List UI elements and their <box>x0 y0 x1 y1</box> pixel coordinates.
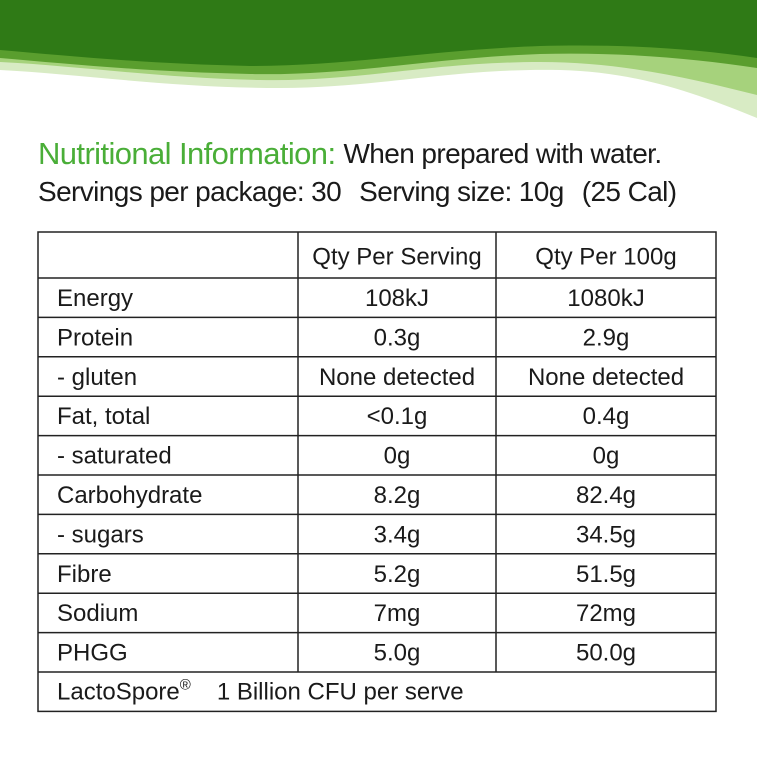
subtitle: When prepared with water. <box>343 138 661 169</box>
cell-value: 3.4g <box>374 521 421 548</box>
cell-value: 8.2g <box>374 482 421 509</box>
column-header: Qty Per 100g <box>535 243 676 270</box>
cell-value: 72mg <box>576 600 636 627</box>
cell-value: 108kJ <box>365 285 429 312</box>
footer-row: LactoSpore® 1 Billion CFU per serve <box>57 677 464 706</box>
row-label: Carbohydrate <box>57 482 202 509</box>
cell-value: 82.4g <box>576 482 636 509</box>
footer-text: 1 Billion CFU per serve <box>217 679 464 706</box>
row-label: Fat, total <box>57 403 150 430</box>
cell-value: <0.1g <box>367 403 428 430</box>
calories: (25 Cal) <box>582 176 677 207</box>
cell-value: 50.0g <box>576 640 636 667</box>
cell-value: 5.2g <box>374 561 421 588</box>
serving-size: Serving size: 10g <box>359 176 564 207</box>
row-label: Energy <box>57 285 133 312</box>
row-label: - gluten <box>57 364 137 391</box>
servings: Servings per package: 30 <box>38 176 341 207</box>
title-line: Nutritional Information: When prepared wi… <box>38 136 662 171</box>
cell-value: 7mg <box>374 600 421 627</box>
row-label: Fibre <box>57 561 112 588</box>
column-header: Qty Per Serving <box>312 243 481 270</box>
row-label: - saturated <box>57 443 172 470</box>
cell-value: 34.5g <box>576 521 636 548</box>
cell-value: None detected <box>319 364 475 391</box>
cell-value: 0g <box>593 443 620 470</box>
cell-value: 5.0g <box>374 640 421 667</box>
title: Nutritional Information: <box>38 136 335 171</box>
header-wave <box>0 0 757 118</box>
cell-value: None detected <box>528 364 684 391</box>
row-label: PHGG <box>57 640 128 667</box>
row-label: - sugars <box>57 521 144 548</box>
cell-value: 0g <box>384 443 411 470</box>
table-border <box>37 231 717 713</box>
servings-line: Servings per package: 30 Serving size: 10… <box>38 176 677 207</box>
row-label: Protein <box>57 324 133 351</box>
cell-value: 1080kJ <box>567 285 644 312</box>
cell-value: 0.4g <box>583 403 630 430</box>
cell-value: 2.9g <box>583 324 630 351</box>
cell-value: 51.5g <box>576 561 636 588</box>
nutrition-table: Qty Per Serving Qty Per 100g Energy 108kJ 10… <box>37 231 717 713</box>
cell-value: 0.3g <box>374 324 421 351</box>
row-label: Sodium <box>57 600 138 627</box>
footer-name: LactoSpore <box>57 679 180 706</box>
footer-mark: ® <box>180 677 191 694</box>
